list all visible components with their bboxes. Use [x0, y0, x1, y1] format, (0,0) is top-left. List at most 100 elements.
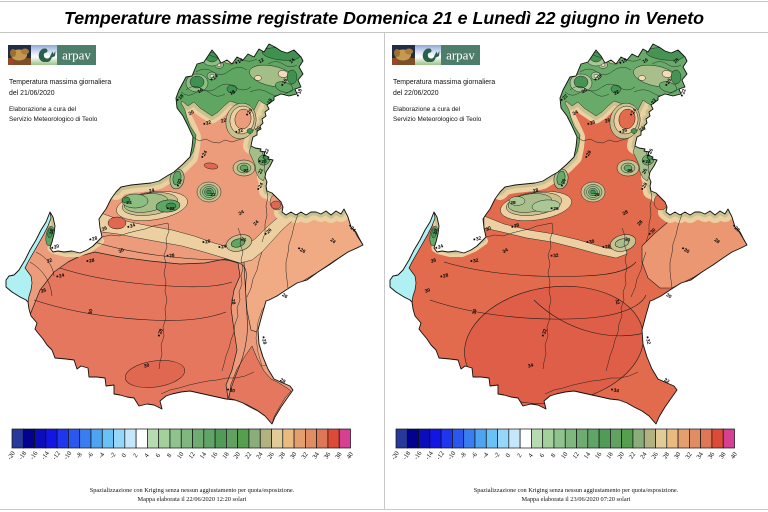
svg-text:28: 28: [662, 451, 671, 460]
svg-text:26: 26: [281, 292, 289, 300]
svg-text:20: 20: [246, 107, 254, 115]
svg-text:18: 18: [672, 57, 680, 65]
svg-text:32: 32: [541, 328, 549, 335]
svg-text:20: 20: [665, 77, 673, 85]
svg-text:34: 34: [502, 247, 510, 255]
svg-text:-4: -4: [481, 451, 490, 460]
svg-text:-12: -12: [435, 450, 446, 461]
svg-text:26: 26: [40, 287, 47, 295]
svg-text:18: 18: [229, 89, 237, 97]
svg-text:8: 8: [550, 452, 558, 459]
svg-text:14: 14: [288, 57, 296, 65]
svg-text:24: 24: [255, 450, 265, 460]
svg-text:28: 28: [169, 253, 175, 259]
svg-text:32: 32: [553, 253, 559, 259]
svg-text:22: 22: [237, 127, 244, 135]
svg-text:16: 16: [197, 87, 205, 95]
svg-text:18: 18: [221, 451, 230, 460]
svg-text:38: 38: [334, 451, 343, 460]
svg-text:-20: -20: [6, 450, 17, 461]
svg-text:36: 36: [323, 450, 333, 460]
svg-text:22: 22: [220, 117, 227, 124]
svg-text:14: 14: [583, 450, 593, 460]
svg-text:-2: -2: [493, 451, 502, 459]
svg-text:arpav: arpav: [446, 48, 475, 63]
svg-text:22: 22: [46, 257, 53, 265]
svg-text:30: 30: [624, 236, 631, 244]
svg-text:-16: -16: [29, 450, 40, 462]
svg-text:28: 28: [585, 149, 593, 157]
svg-text:30: 30: [673, 451, 682, 460]
svg-text:24: 24: [572, 109, 580, 117]
svg-text:26: 26: [430, 257, 437, 265]
svg-text:-8: -8: [75, 451, 84, 459]
svg-text:26: 26: [553, 206, 559, 212]
svg-text:10: 10: [560, 451, 569, 460]
svg-text:30: 30: [589, 239, 596, 246]
svg-text:-6: -6: [86, 451, 95, 460]
svg-text:4: 4: [527, 452, 535, 459]
svg-text:24: 24: [638, 125, 646, 133]
svg-text:20: 20: [233, 451, 242, 460]
svg-text:22: 22: [263, 148, 271, 156]
svg-text:22: 22: [210, 192, 216, 198]
svg-text:26: 26: [101, 225, 109, 233]
svg-text:16: 16: [281, 77, 289, 85]
svg-text:30: 30: [424, 287, 431, 295]
svg-text:26: 26: [299, 247, 307, 255]
svg-text:-16: -16: [413, 450, 424, 462]
svg-text:-6: -6: [470, 451, 479, 460]
svg-text:20: 20: [53, 243, 60, 251]
svg-text:28: 28: [636, 219, 644, 227]
svg-text:-14: -14: [424, 450, 435, 462]
svg-text:30: 30: [683, 247, 691, 255]
svg-text:20: 20: [254, 125, 262, 133]
svg-text:34: 34: [527, 362, 534, 369]
svg-text:40: 40: [729, 451, 738, 460]
svg-text:6: 6: [154, 452, 162, 459]
svg-text:-20: -20: [390, 450, 401, 461]
svg-text:24: 24: [238, 209, 246, 217]
svg-text:26: 26: [240, 236, 247, 244]
svg-text:-8: -8: [459, 451, 468, 459]
svg-text:32: 32: [300, 451, 309, 460]
svg-text:22: 22: [243, 168, 249, 174]
svg-text:26: 26: [604, 117, 611, 124]
svg-text:24: 24: [148, 187, 155, 194]
svg-text:26: 26: [594, 192, 600, 198]
svg-text:26: 26: [621, 127, 628, 135]
svg-text:28: 28: [622, 209, 630, 217]
svg-text:6: 6: [538, 452, 546, 459]
svg-text:28: 28: [532, 187, 539, 194]
svg-text:-10: -10: [447, 450, 458, 461]
svg-text:20: 20: [617, 451, 626, 460]
svg-text:4: 4: [143, 452, 151, 459]
svg-text:28: 28: [713, 237, 721, 245]
svg-text:24: 24: [257, 181, 265, 189]
svg-text:22: 22: [169, 206, 175, 212]
svg-text:arpav: arpav: [62, 48, 91, 63]
svg-text:26: 26: [647, 148, 655, 156]
svg-text:20: 20: [581, 87, 589, 95]
svg-text:24: 24: [349, 225, 357, 233]
svg-text:26: 26: [650, 450, 660, 460]
svg-text:14: 14: [211, 73, 219, 81]
svg-text:24: 24: [645, 159, 651, 165]
svg-text:28: 28: [733, 225, 741, 233]
svg-text:14: 14: [237, 57, 245, 65]
svg-text:-18: -18: [18, 450, 29, 461]
svg-text:-10: -10: [63, 450, 74, 461]
svg-text:30: 30: [485, 225, 493, 233]
svg-text:20: 20: [261, 159, 267, 165]
svg-text:32: 32: [663, 377, 671, 385]
svg-text:30: 30: [88, 308, 95, 315]
svg-text:18: 18: [296, 88, 304, 95]
svg-text:24: 24: [126, 200, 132, 206]
svg-text:12: 12: [187, 451, 196, 460]
svg-text:32: 32: [473, 258, 480, 265]
svg-text:24: 24: [329, 237, 337, 245]
svg-text:28: 28: [91, 235, 98, 242]
svg-text:20: 20: [433, 228, 440, 235]
svg-text:28: 28: [279, 377, 287, 385]
svg-text:30: 30: [118, 247, 126, 255]
